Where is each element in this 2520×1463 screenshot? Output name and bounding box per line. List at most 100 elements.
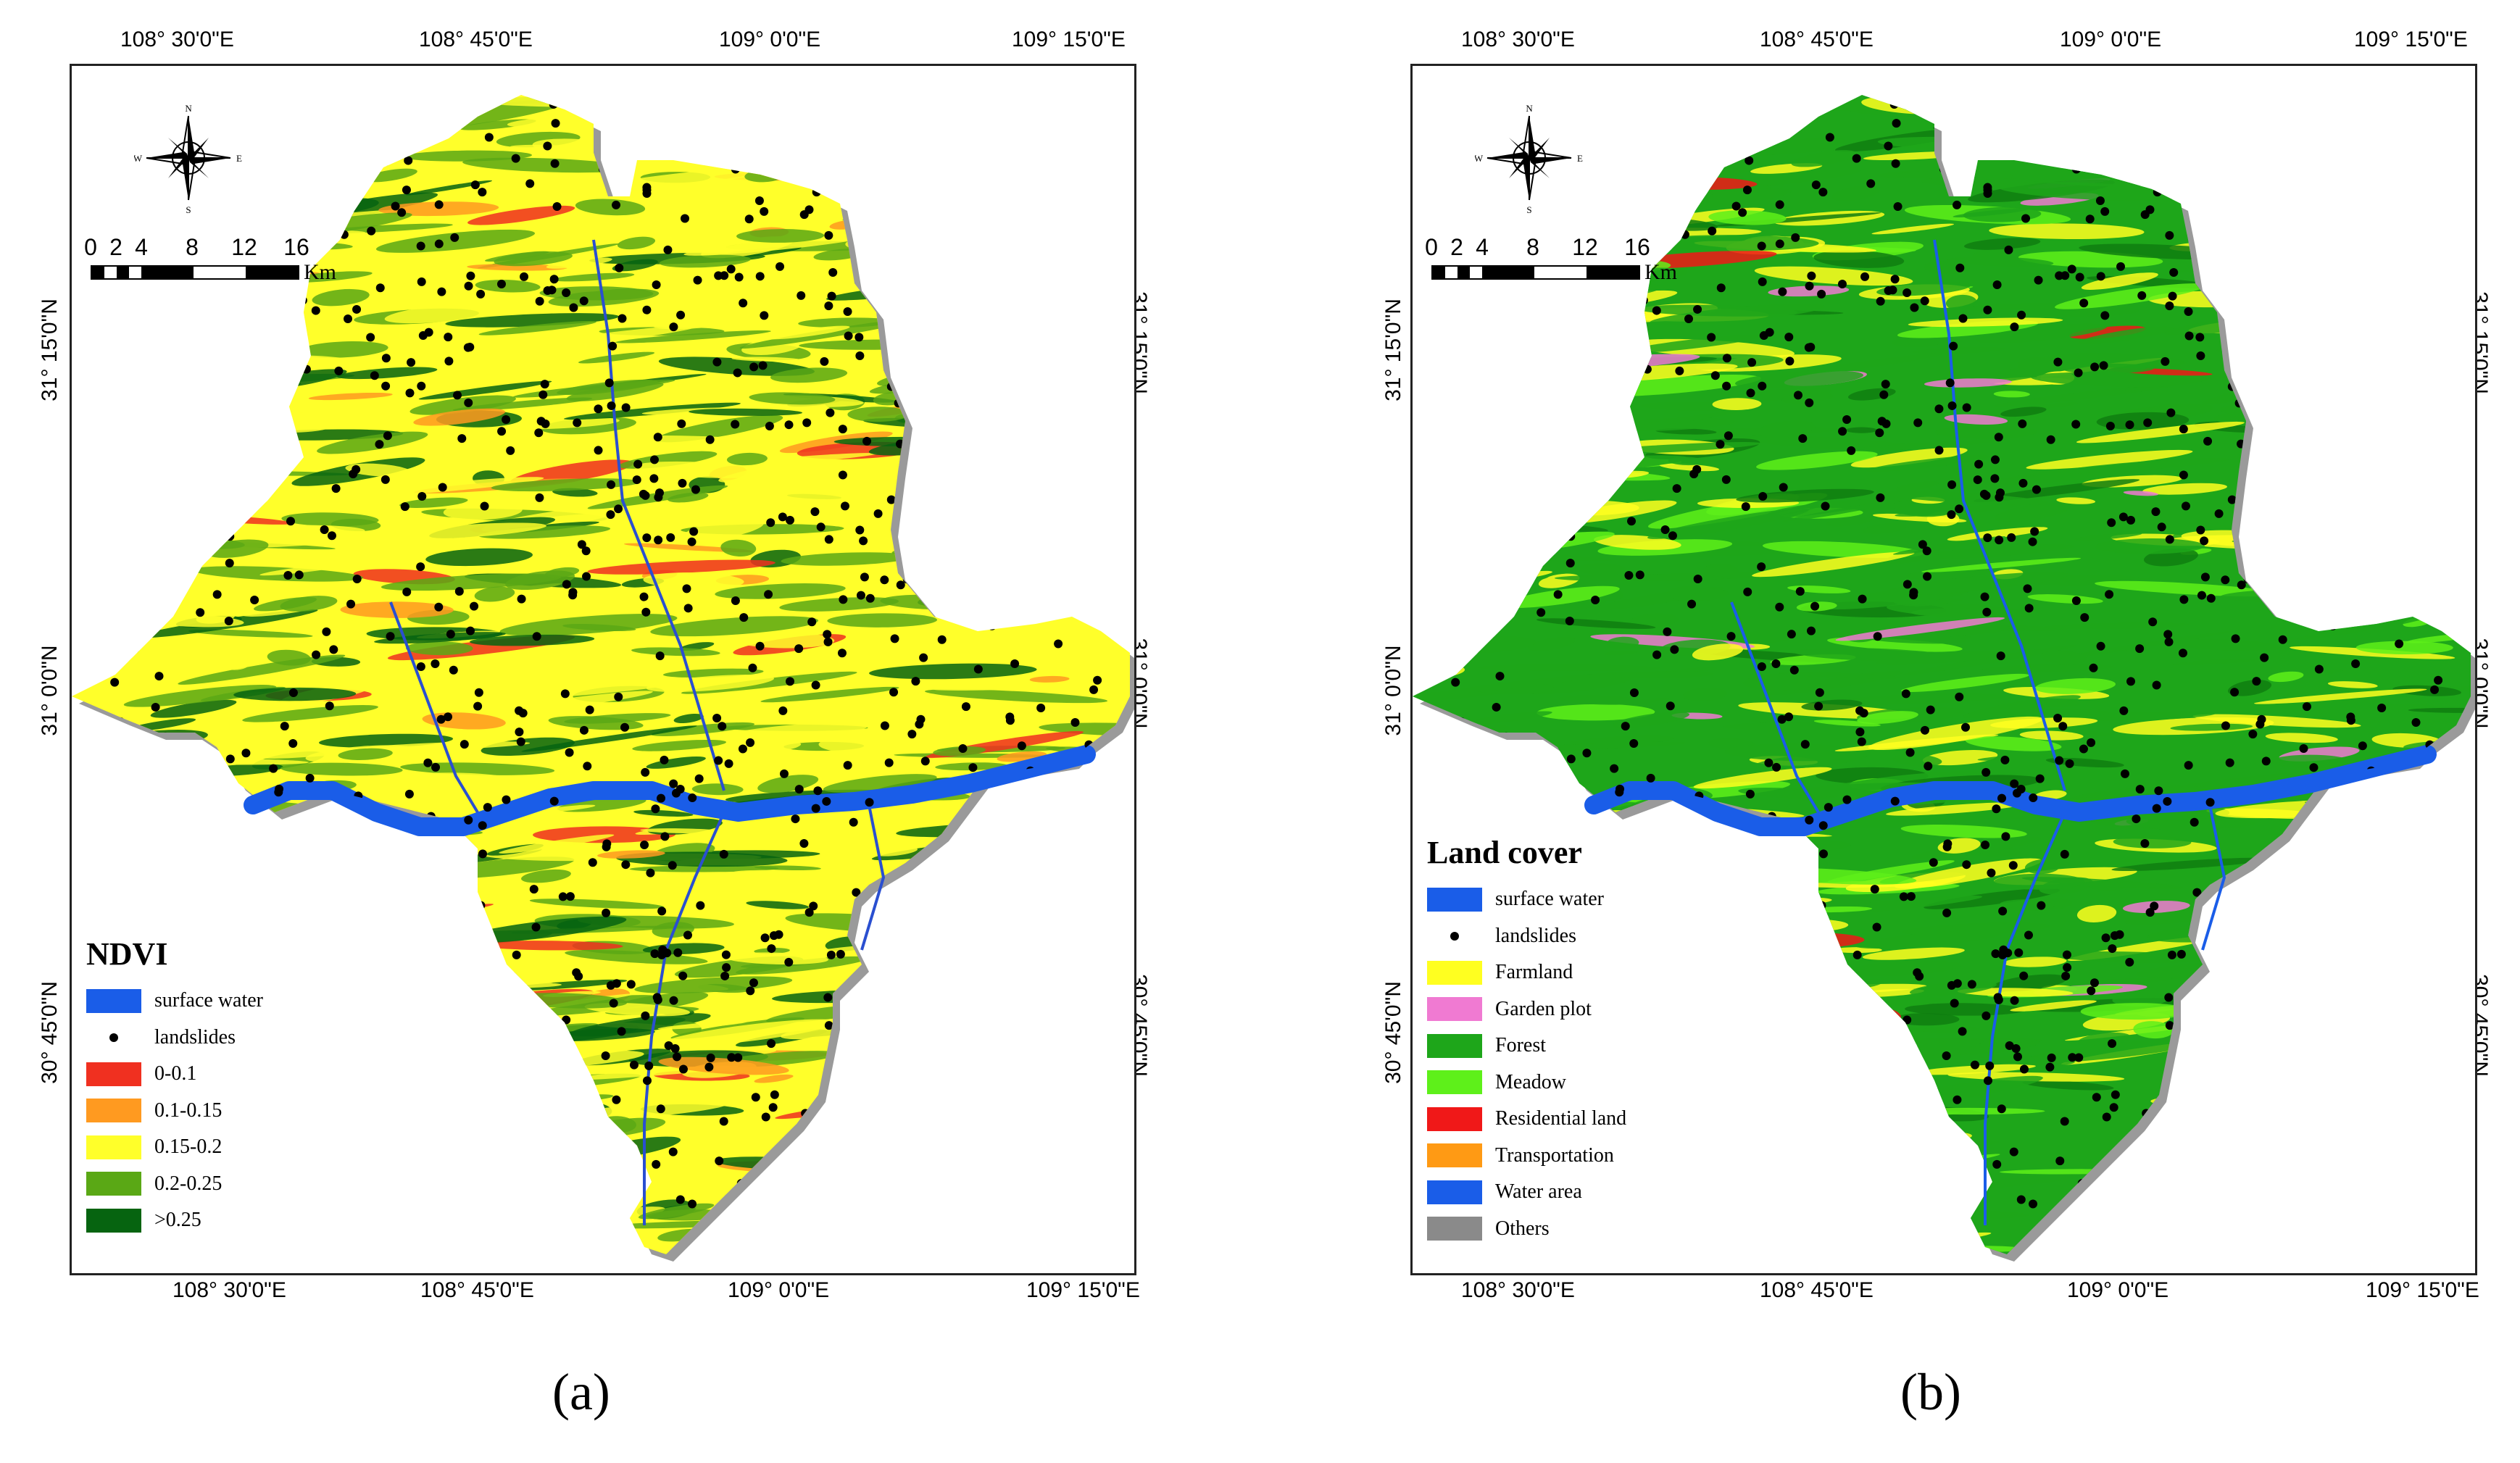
landslide-point — [1523, 817, 1533, 827]
landslide-point — [2095, 196, 2105, 206]
landslide-point — [668, 1147, 678, 1156]
landslide-point — [515, 728, 524, 737]
landslide-point — [2404, 1251, 2413, 1254]
landslide-point — [2358, 424, 2367, 433]
landslide-point — [615, 263, 624, 272]
landslide-point — [1076, 490, 1085, 499]
landslide-point — [1113, 226, 1122, 236]
landslide-point — [349, 470, 358, 479]
landslide-point — [2400, 265, 2409, 275]
landslide-point — [511, 154, 520, 163]
landslide-point — [2302, 1250, 2311, 1254]
landslide-point — [1054, 873, 1063, 883]
landslide-point — [908, 113, 918, 122]
landslide-point — [1005, 716, 1015, 725]
landslide-point — [2436, 1159, 2445, 1169]
landslide-point — [2007, 533, 2016, 542]
landslide-point — [781, 1234, 790, 1243]
landslide-point — [1441, 446, 1450, 455]
landslide-point — [1800, 740, 1810, 749]
landslide-point — [1012, 895, 1022, 904]
landslide-point — [1981, 840, 1990, 849]
landslide-point — [644, 1061, 654, 1070]
landslide-point — [1068, 919, 1078, 928]
landslide-point — [183, 522, 192, 531]
landslide-point — [562, 288, 571, 297]
landslide-point — [2298, 1149, 2308, 1158]
landslide-point — [2380, 1249, 2390, 1254]
landslide-point — [1759, 1154, 1768, 1163]
landslide-point — [1473, 329, 1483, 338]
landslide-point — [774, 930, 783, 939]
landslide-point — [930, 394, 939, 404]
landslide-point — [457, 434, 467, 443]
landslide-point — [1745, 789, 1755, 799]
landslide-point — [434, 239, 444, 249]
landslide-point — [1615, 788, 1624, 797]
landslide-point — [2424, 96, 2433, 106]
landslide-point — [925, 375, 934, 385]
legend-swatch — [86, 1172, 141, 1196]
landslide-point — [423, 758, 433, 767]
landslide-point — [1413, 637, 1420, 646]
landslide-point — [919, 653, 928, 662]
landslide-point — [724, 759, 733, 768]
stream-line — [1933, 239, 2066, 791]
scale-label: 12 — [1572, 234, 1598, 260]
landslide-point — [297, 1109, 307, 1119]
landslide-point — [618, 154, 628, 164]
landslide-point — [1967, 980, 1976, 989]
landslide-point — [1992, 280, 2002, 290]
landslide-point — [1687, 854, 1697, 863]
landslide-point — [719, 1117, 728, 1126]
landslide-point — [465, 997, 475, 1006]
landslide-point — [1871, 1028, 1881, 1037]
landslide-point — [270, 944, 280, 954]
landslide-point — [573, 418, 582, 428]
landslide-point — [2448, 1233, 2458, 1243]
landslide-point — [2379, 1230, 2388, 1240]
landslide-point — [228, 429, 237, 438]
landslide-point — [933, 906, 943, 916]
landslide-point — [2358, 240, 2368, 249]
landslide-point — [2443, 989, 2453, 999]
landslide-point — [2060, 1117, 2069, 1126]
landslide-point — [293, 839, 302, 849]
landslide-point — [201, 224, 210, 233]
landslide-point — [2464, 388, 2471, 398]
landslide-point — [973, 664, 983, 674]
landslide-point — [459, 1057, 469, 1067]
landslide-point — [1757, 662, 1766, 672]
landslide-point — [1749, 1066, 1758, 1075]
landslide-point — [1581, 376, 1591, 385]
landslide-point — [1027, 194, 1036, 204]
landslide-point — [2214, 509, 2224, 518]
landslide-point — [274, 788, 283, 797]
landslide-point — [120, 188, 129, 198]
stream-line — [860, 804, 886, 951]
landslide-point — [402, 186, 411, 195]
landslide-point — [2145, 908, 2155, 917]
landslide-point — [2080, 613, 2089, 622]
landslide-point — [2439, 775, 2448, 785]
landslide-point — [465, 1022, 475, 1031]
landslide-point — [1032, 302, 1041, 312]
landslide-point — [180, 846, 189, 855]
landslide-point — [822, 796, 831, 806]
landslide-point — [1087, 244, 1097, 254]
landslide-point — [2413, 170, 2423, 180]
landslide-point — [558, 892, 567, 901]
landslide-point — [344, 314, 353, 324]
landslide-point — [755, 641, 765, 651]
landslide-point — [110, 678, 120, 687]
landslide-point — [770, 1090, 779, 1099]
landslide-point — [2365, 954, 2374, 964]
landslide-point — [748, 663, 757, 672]
landslide-point — [1838, 427, 1847, 436]
landslide-point — [760, 933, 770, 943]
landslide-point — [889, 367, 899, 377]
landslide-point — [93, 652, 102, 662]
landslide-point — [1633, 1159, 1642, 1169]
landslide-point — [1726, 892, 1736, 901]
scale-label: 4 — [1476, 234, 1489, 260]
